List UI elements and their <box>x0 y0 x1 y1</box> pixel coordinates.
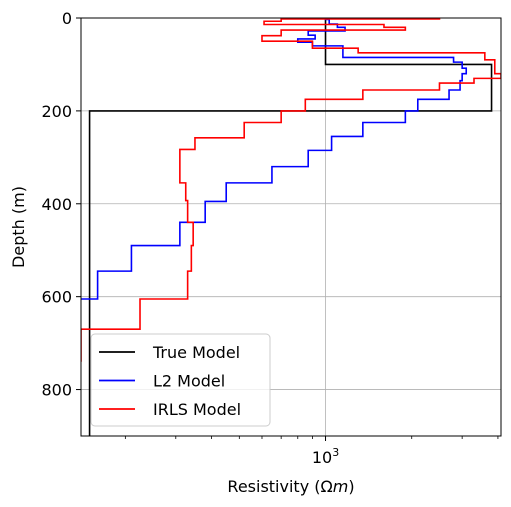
y-tick-label: 600 <box>41 288 72 307</box>
series-line-true-model <box>88 18 493 436</box>
plot-frame <box>80 17 502 437</box>
y-axis-label: Depth (m) <box>9 186 28 268</box>
x-tick-label: 103 <box>312 446 339 467</box>
series-group <box>81 18 501 436</box>
y-tick-label: 200 <box>41 102 72 121</box>
legend: True Model L2 Model IRLS Model <box>90 333 271 427</box>
legend-label: True Model <box>152 343 240 362</box>
axis-ticks: 0 200 400 600 800 103 <box>41 9 499 467</box>
x-axis-label: Resistivity (Ωm) <box>227 477 354 496</box>
y-tick-label: 0 <box>62 9 72 28</box>
series-line-l2-model <box>81 18 468 300</box>
y-tick-label: 800 <box>41 381 72 400</box>
y-tick-label: 400 <box>41 195 72 214</box>
legend-box <box>90 333 271 427</box>
legend-label: IRLS Model <box>153 400 241 419</box>
series-line-irls-model <box>81 18 501 362</box>
legend-label: L2 Model <box>153 372 225 391</box>
